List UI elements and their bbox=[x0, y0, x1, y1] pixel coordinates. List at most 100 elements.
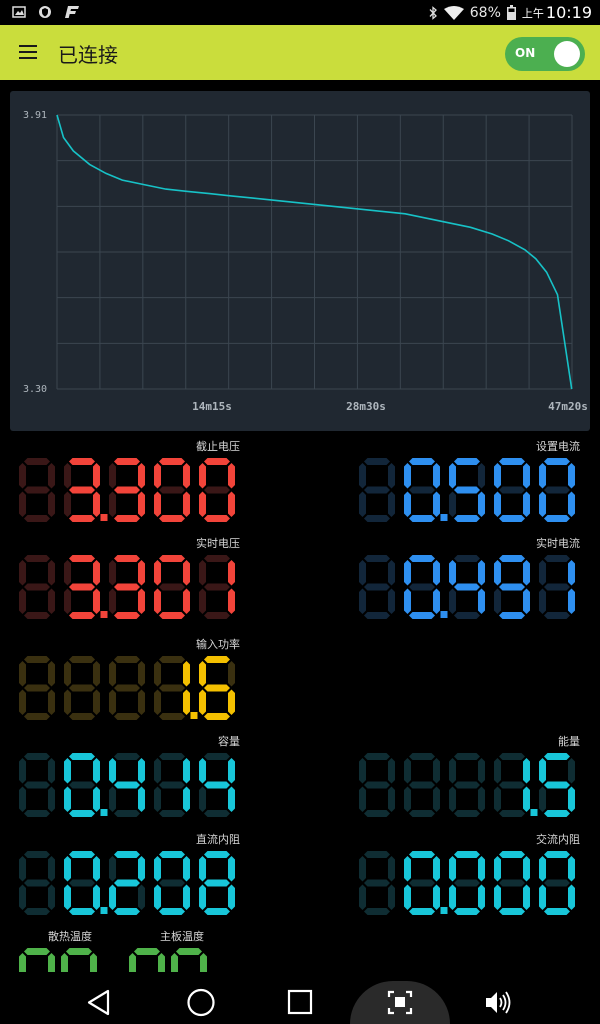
digit bbox=[64, 753, 100, 817]
digit bbox=[199, 656, 235, 720]
power-toggle[interactable]: ON bbox=[505, 37, 585, 71]
digit bbox=[61, 948, 97, 972]
battery-icon bbox=[506, 5, 516, 20]
live-voltage-segments bbox=[19, 555, 235, 619]
decimal-point bbox=[190, 712, 198, 719]
live-current-value bbox=[359, 555, 575, 619]
digit bbox=[404, 458, 440, 522]
live-current-label: 实时电流 bbox=[536, 537, 580, 550]
digit bbox=[19, 753, 55, 817]
digit bbox=[359, 458, 395, 522]
screenshot-icon[interactable] bbox=[385, 981, 415, 1024]
digit bbox=[539, 555, 575, 619]
dc-resistance-label: 直流内阻 bbox=[196, 833, 240, 846]
digit bbox=[449, 851, 485, 915]
decimal-point bbox=[440, 907, 448, 914]
digit bbox=[109, 851, 145, 915]
set-current-label: 设置电流 bbox=[536, 440, 580, 453]
live-current-segments bbox=[359, 555, 575, 619]
dc-resistance-segments bbox=[19, 851, 235, 915]
digit bbox=[109, 555, 145, 619]
clock: 10:19 bbox=[545, 3, 592, 22]
energy-segments bbox=[359, 753, 575, 817]
capacity-segments bbox=[19, 753, 235, 817]
recents-icon[interactable] bbox=[284, 981, 316, 1024]
page-title: 已连接 bbox=[58, 43, 118, 67]
digit bbox=[64, 851, 100, 915]
decimal-point bbox=[100, 907, 108, 914]
menu-icon[interactable] bbox=[19, 45, 37, 59]
digit bbox=[129, 948, 165, 972]
digit bbox=[154, 458, 190, 522]
heatsink-temp-value bbox=[19, 948, 97, 972]
decimal-point bbox=[440, 611, 448, 618]
digit bbox=[199, 458, 235, 522]
cutoff-voltage-value bbox=[19, 458, 235, 522]
chart-svg: 3.91 3.30 14m15s 28m30s 47m20s bbox=[23, 110, 588, 413]
status-bar: 68% 上午 10:19 bbox=[0, 0, 600, 25]
navigation-bar bbox=[0, 981, 600, 1024]
digit bbox=[109, 753, 145, 817]
input-power-value bbox=[19, 656, 235, 720]
digit bbox=[199, 555, 235, 619]
cutoff-voltage-segments bbox=[19, 458, 235, 522]
energy-value bbox=[359, 753, 575, 817]
decimal-point bbox=[100, 611, 108, 618]
digit bbox=[199, 851, 235, 915]
shield-icon bbox=[39, 6, 51, 18]
time-period: 上午 bbox=[521, 6, 544, 20]
energy-label: 能量 bbox=[558, 735, 580, 748]
ac-resistance-label: 交流内阻 bbox=[536, 833, 580, 846]
digit bbox=[449, 555, 485, 619]
digit bbox=[64, 555, 100, 619]
x-tick-3: 47m20s bbox=[548, 400, 588, 413]
digit bbox=[494, 753, 530, 817]
decimal-point bbox=[100, 809, 108, 816]
ac-resistance-segments bbox=[359, 851, 575, 915]
app-logo-icon bbox=[65, 6, 79, 18]
toggle-knob bbox=[554, 41, 580, 67]
digit bbox=[154, 753, 190, 817]
digit bbox=[64, 458, 100, 522]
digit bbox=[494, 458, 530, 522]
volume-icon[interactable] bbox=[483, 981, 513, 1024]
capacity-label: 容量 bbox=[218, 735, 240, 748]
wifi-icon bbox=[443, 5, 464, 20]
x-tick-1: 14m15s bbox=[192, 400, 232, 413]
back-icon[interactable] bbox=[84, 981, 116, 1024]
board-temp-segments bbox=[129, 948, 207, 972]
digit bbox=[449, 753, 485, 817]
y-tick-max: 3.91 bbox=[23, 110, 47, 121]
voltage-chart: 3.91 3.30 14m15s 28m30s 47m20s bbox=[10, 91, 590, 431]
app-bar: 已连接 ON bbox=[0, 25, 600, 80]
heatsink-temp-label: 散热温度 bbox=[48, 930, 92, 943]
digit bbox=[539, 851, 575, 915]
digit bbox=[109, 656, 145, 720]
decimal-point bbox=[100, 514, 108, 521]
y-tick-min: 3.30 bbox=[23, 384, 47, 395]
digit bbox=[154, 555, 190, 619]
decimal-point bbox=[440, 514, 448, 521]
digit bbox=[359, 555, 395, 619]
digit bbox=[449, 458, 485, 522]
digit bbox=[19, 948, 55, 972]
capacity-value bbox=[19, 753, 235, 817]
input-power-segments bbox=[19, 656, 235, 720]
digit bbox=[494, 555, 530, 619]
board-temp-value bbox=[129, 948, 207, 972]
live-voltage-label: 实时电压 bbox=[196, 537, 240, 550]
ac-resistance-value bbox=[359, 851, 575, 915]
cutoff-voltage-label: 截止电压 bbox=[196, 440, 240, 453]
home-icon[interactable] bbox=[184, 981, 218, 1024]
live-voltage-value bbox=[19, 555, 235, 619]
decimal-point bbox=[530, 809, 538, 816]
digit bbox=[109, 458, 145, 522]
x-tick-2: 28m30s bbox=[346, 400, 386, 413]
bluetooth-icon bbox=[429, 5, 437, 20]
digit bbox=[359, 851, 395, 915]
digit bbox=[154, 851, 190, 915]
digit bbox=[19, 656, 55, 720]
digit bbox=[404, 851, 440, 915]
digit bbox=[494, 851, 530, 915]
digit bbox=[171, 948, 207, 972]
